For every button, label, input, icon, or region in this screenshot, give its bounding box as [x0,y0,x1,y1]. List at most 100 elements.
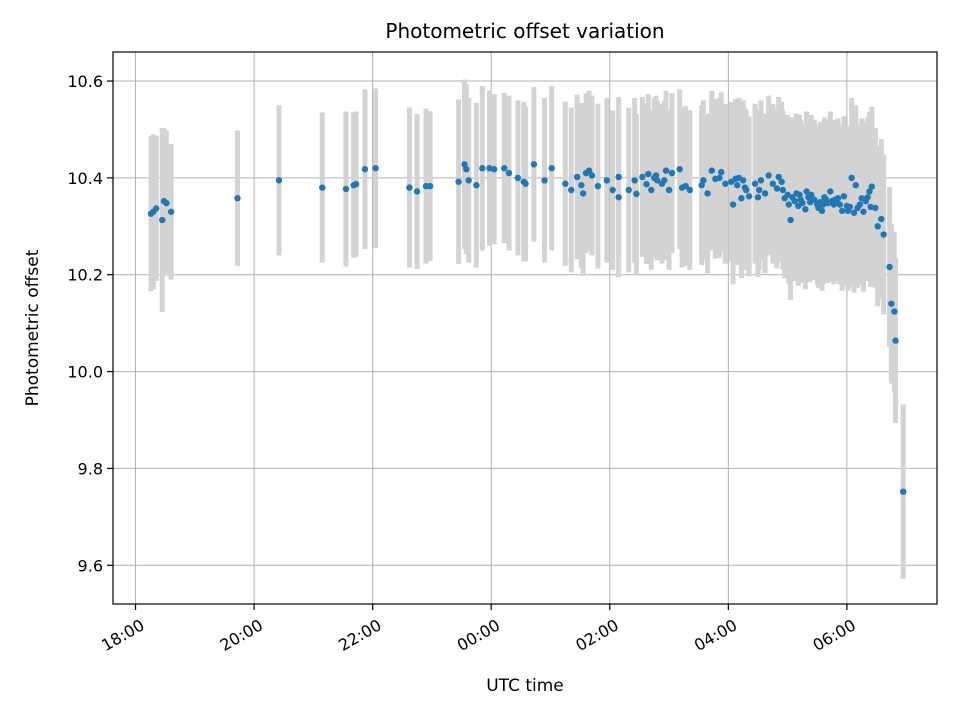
data-point [834,195,842,202]
y-tick-label: 10.4 [67,169,103,188]
data-point [778,178,785,185]
data-point [661,177,668,184]
data-point [668,169,676,177]
data-point [808,191,815,199]
data-point [413,188,421,195]
data-point [836,201,843,208]
data-point [867,203,874,211]
error-bars [148,79,906,579]
data-point [846,203,854,211]
data-point [739,177,747,184]
data-point [874,223,881,230]
x-tick-label: 00:00 [454,615,503,655]
data-point [653,177,661,184]
data-point [787,216,794,224]
data-point [745,193,753,200]
data-point [827,188,834,195]
data-point [461,161,468,168]
data-point [159,216,166,224]
data-point [676,165,683,173]
x-tick-label: 20:00 [217,615,266,655]
data-point [852,181,859,189]
data-point [779,186,787,194]
data-point [352,180,360,188]
data-point [426,182,434,190]
data-point [868,183,875,190]
data-point [811,196,818,203]
data-point [900,488,907,495]
data-point [406,184,413,191]
data-point [891,308,898,315]
data-point [505,169,513,177]
data-point [840,193,848,200]
data-point [490,165,498,173]
data-point [372,165,379,172]
data-point [757,177,765,184]
data-point [643,180,650,188]
data-point [153,205,160,212]
data-point [548,165,555,172]
data-point [361,165,369,173]
data-point [864,194,871,201]
data-point [886,263,893,271]
data-point [652,172,660,179]
y-axis-title: Photometric offset [23,249,43,406]
data-point [796,191,803,199]
data-point [562,180,569,187]
data-point [892,337,899,344]
data-point [860,208,867,215]
data-point [878,215,885,223]
data-point [479,165,486,172]
plot-area [112,51,938,605]
data-point [234,195,241,202]
data-point [588,172,596,179]
data-point [708,167,715,174]
data-point [880,231,887,238]
data-point [802,206,809,213]
data-point [522,180,529,187]
chart-title: Photometric offset variation [385,19,664,43]
data-point [785,201,792,208]
data-point [838,207,846,215]
data-point [729,201,737,208]
data-point [645,170,652,178]
data-point [761,190,769,197]
data-point [662,167,670,174]
x-tick-label: 22:00 [335,615,384,655]
data-point [769,180,776,187]
data-point [541,177,548,184]
data-point [514,174,522,182]
data-point [718,168,725,176]
data-point [698,181,705,189]
x-axis-title: UTC time [486,676,564,696]
data-point [803,188,810,195]
data-point [856,201,864,208]
data-point [594,182,602,190]
data-point [665,186,673,194]
data-point [319,184,326,191]
data-point [473,181,480,189]
data-point [631,177,638,184]
data-point [615,173,622,181]
data-point [609,186,616,194]
data-point [633,190,640,198]
data-point [751,180,759,187]
data-point [573,173,581,181]
data-point [463,165,470,173]
data-point [848,174,855,182]
data-point [775,173,782,181]
data-point [163,199,170,207]
x-tick-label: 06:00 [809,615,858,655]
data-point [734,181,741,189]
y-tick-label: 10.2 [67,266,103,285]
data-point [765,172,772,179]
data-point [603,177,611,184]
data-point [625,186,632,194]
data-point [686,186,693,194]
y-tick-label: 10.0 [67,363,103,382]
data-point [578,181,585,189]
data-point [791,197,798,205]
data-point [342,185,350,193]
data-point [704,190,711,197]
